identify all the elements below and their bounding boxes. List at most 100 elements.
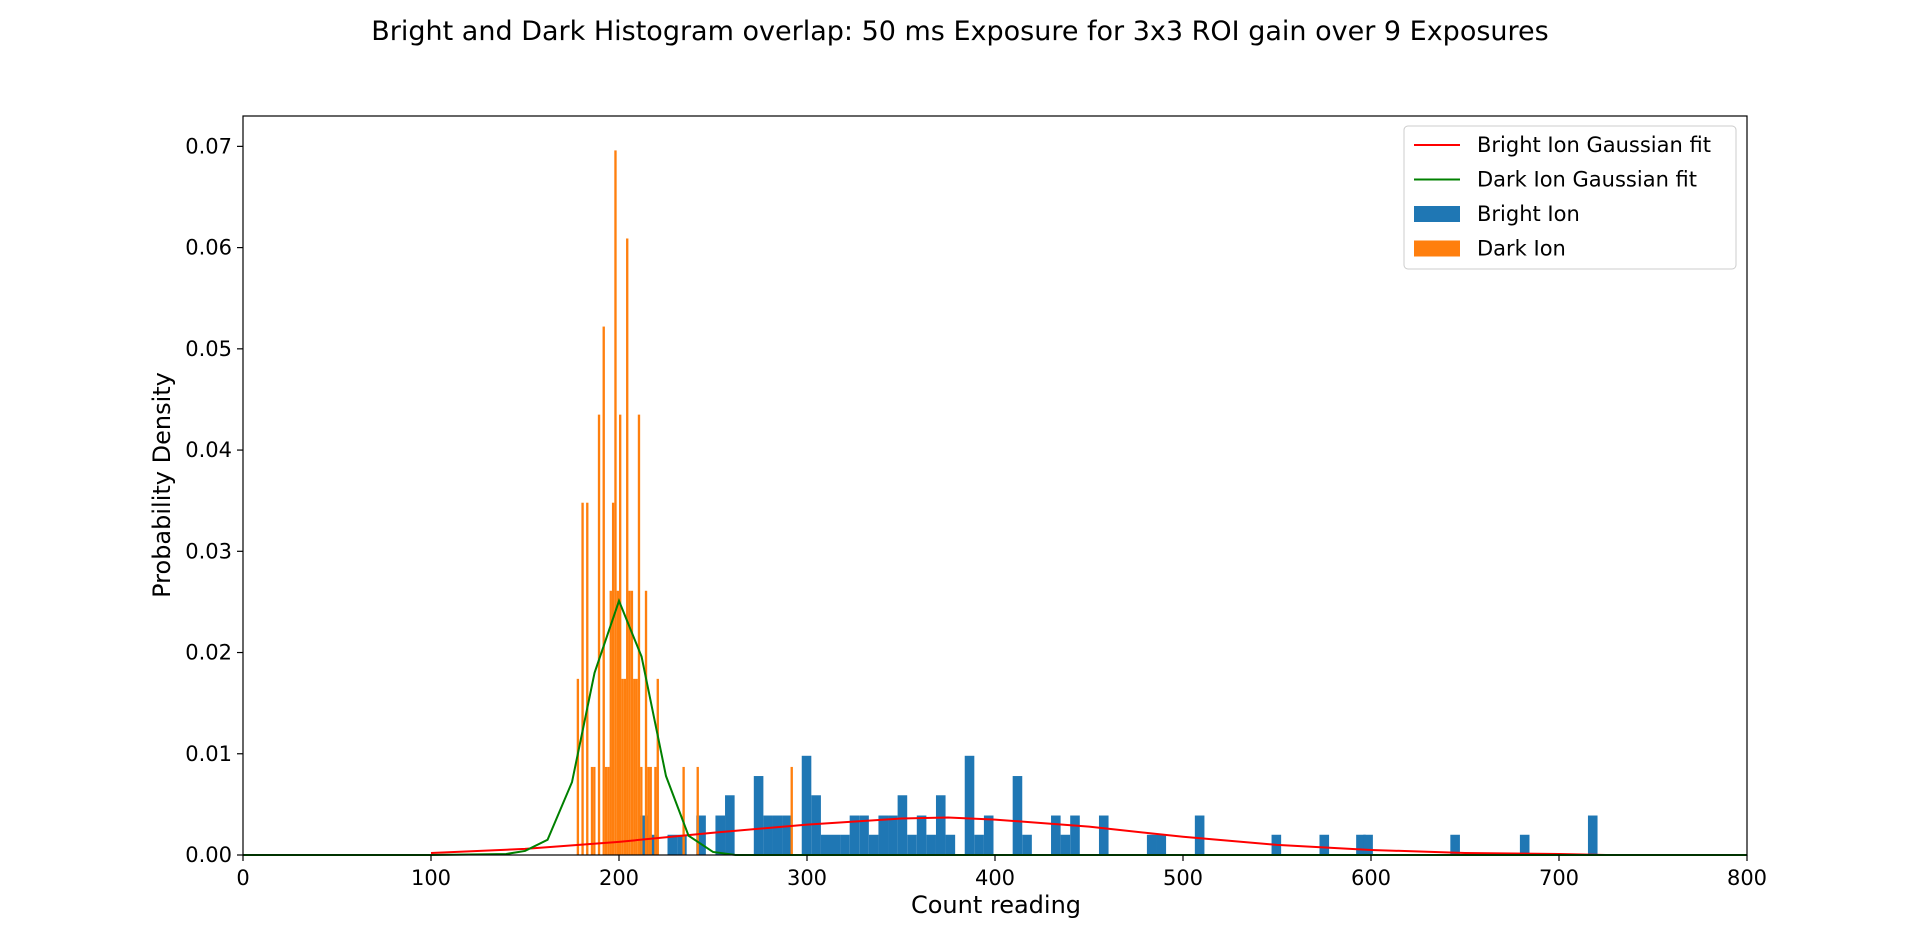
bright-ion-bar-34 — [1070, 815, 1080, 855]
bright-ion-bar-17 — [859, 815, 869, 855]
legend-label: Bright Ion Gaussian fit — [1477, 133, 1711, 157]
x-tick-label: 0 — [236, 866, 249, 890]
legend-label: Dark Ion — [1477, 237, 1566, 261]
dark-ion-bar-29 — [696, 766, 699, 855]
y-tick-label: 0.00 — [185, 843, 232, 867]
dark-ion-bar-11 — [614, 150, 617, 855]
bright-ion-bar-23 — [916, 815, 927, 855]
dark-ion-bar-10 — [611, 502, 615, 855]
dark-ion-bar-13 — [619, 414, 622, 855]
dark-ion-bar-0 — [576, 678, 580, 855]
dark-ion-bar-26 — [654, 766, 657, 855]
y-axis-ticks: 0.00 0.01 0.02 0.03 0.04 0.05 0.06 0.07 — [185, 134, 243, 867]
chart-title: Bright and Dark Histogram overlap: 50 ms… — [371, 16, 1548, 47]
bright-ion-bar-19 — [878, 815, 889, 855]
bright-ion-bar-20 — [888, 815, 898, 855]
bright-ion-bar-11 — [801, 755, 812, 855]
y-tick-label: 0.04 — [185, 438, 232, 462]
dark-ion-bar-24 — [647, 766, 650, 855]
dark-ion-gaussian-fit-line — [243, 598, 1747, 856]
dark-ion-bar-5 — [597, 414, 601, 855]
dark-ion-bar-14 — [621, 678, 624, 855]
bright-ion-bar-2 — [667, 834, 678, 855]
dark-ion-bar-9 — [609, 590, 612, 855]
bright-ion-bar-4 — [696, 815, 706, 855]
bright-ion-bar-15 — [840, 834, 850, 855]
y-tick-label: 0.07 — [185, 134, 232, 158]
bright-ion-bar-10 — [782, 815, 793, 855]
y-axis-label: Probability Density — [148, 372, 176, 598]
bright-ion-bars — [638, 755, 1598, 855]
bright-ion-gaussian-fit-line — [430, 816, 1607, 856]
bright-ion-bar-22 — [907, 834, 917, 855]
bright-ion-bar-29 — [983, 815, 994, 855]
bright-ion-bar-36 — [1146, 834, 1157, 855]
dark-ion-bar-30 — [790, 766, 793, 855]
bright-ion-bar-40 — [1319, 834, 1330, 855]
bright-ion-bar-28 — [974, 834, 984, 855]
dark-ion-bar-15 — [623, 678, 627, 855]
dark-ion-bar-21 — [637, 414, 641, 855]
bright-ion-bar-7 — [753, 776, 764, 855]
bright-ion-bar-27 — [964, 755, 975, 855]
bright-ion-bar-1 — [648, 834, 658, 855]
bright-ion-bar-18 — [868, 834, 879, 855]
bright-ion-bar-21 — [897, 795, 908, 855]
bright-ion-bar-0 — [638, 815, 649, 855]
x-tick-label: 800 — [1727, 866, 1767, 890]
dark-ion-bar-12 — [616, 590, 619, 855]
bright-ion-bar-37 — [1156, 834, 1167, 855]
x-axis-label: Count reading — [911, 891, 1081, 919]
bright-ion-bar-9 — [772, 815, 783, 855]
y-tick-label: 0.02 — [185, 641, 232, 665]
dark-ion-bar-17 — [628, 590, 631, 855]
x-tick-label: 700 — [1539, 866, 1579, 890]
bright-ion-bar-6 — [725, 795, 735, 855]
x-tick-label: 600 — [1351, 866, 1391, 890]
bright-ion-bar-24 — [926, 834, 936, 855]
y-tick-label: 0.03 — [185, 539, 232, 563]
bright-ion-bar-30 — [1012, 776, 1023, 855]
x-axis-ticks: 0 100 200 300 400 500 600 700 800 — [236, 855, 1767, 890]
y-tick-label: 0.01 — [185, 742, 232, 766]
dark-ion-bar-3 — [590, 766, 594, 855]
dark-ion-bar-4 — [593, 766, 596, 855]
bright-ion-bar-35 — [1098, 815, 1109, 855]
dark-ion-bars — [576, 150, 793, 856]
dark-ion-bar-28 — [682, 766, 685, 855]
bright-ion-bar-13 — [820, 834, 831, 855]
x-tick-label: 200 — [599, 866, 639, 890]
bright-ion-bar-8 — [763, 815, 773, 855]
legend-patch-swatch — [1414, 206, 1460, 222]
bright-ion-bar-12 — [811, 795, 821, 855]
bright-ion-bar-41 — [1356, 834, 1366, 855]
bright-ion-bar-16 — [849, 815, 860, 855]
bright-ion-bar-14 — [830, 834, 841, 855]
dark-ion-bar-20 — [635, 678, 638, 855]
bright-ion-bar-43 — [1450, 834, 1460, 855]
legend: Bright Ion Gaussian fit Dark Ion Gaussian… — [1403, 125, 1737, 270]
bright-ion-bar-44 — [1519, 834, 1530, 855]
x-tick-label: 400 — [975, 866, 1015, 890]
dark-ion-bar-7 — [604, 766, 608, 855]
bright-ion-bar-33 — [1060, 834, 1071, 855]
bright-ion-bar-42 — [1363, 834, 1373, 855]
dark-ion-bar-6 — [602, 326, 605, 855]
legend-label: Bright Ion — [1477, 202, 1580, 226]
dark-ion-bar-25 — [649, 766, 652, 855]
dark-ion-bar-2 — [586, 502, 589, 855]
y-tick-label: 0.06 — [185, 236, 232, 260]
bright-ion-bar-38 — [1194, 815, 1205, 855]
bright-ion-bar-45 — [1587, 815, 1598, 855]
dark-ion-bar-1 — [581, 502, 584, 855]
bright-ion-bar-3 — [677, 834, 687, 855]
bright-ion-bar-5 — [715, 815, 726, 855]
legend-box — [1403, 125, 1737, 270]
bright-ion-bar-26 — [945, 834, 956, 855]
dark-ion-bar-27 — [656, 678, 659, 855]
dark-ion-bar-18 — [630, 590, 634, 855]
dark-ion-bar-23 — [644, 590, 648, 855]
bright-ion-bar-32 — [1051, 815, 1061, 855]
bright-ion-bar-31 — [1022, 834, 1032, 855]
dark-ion-bar-19 — [633, 678, 636, 855]
